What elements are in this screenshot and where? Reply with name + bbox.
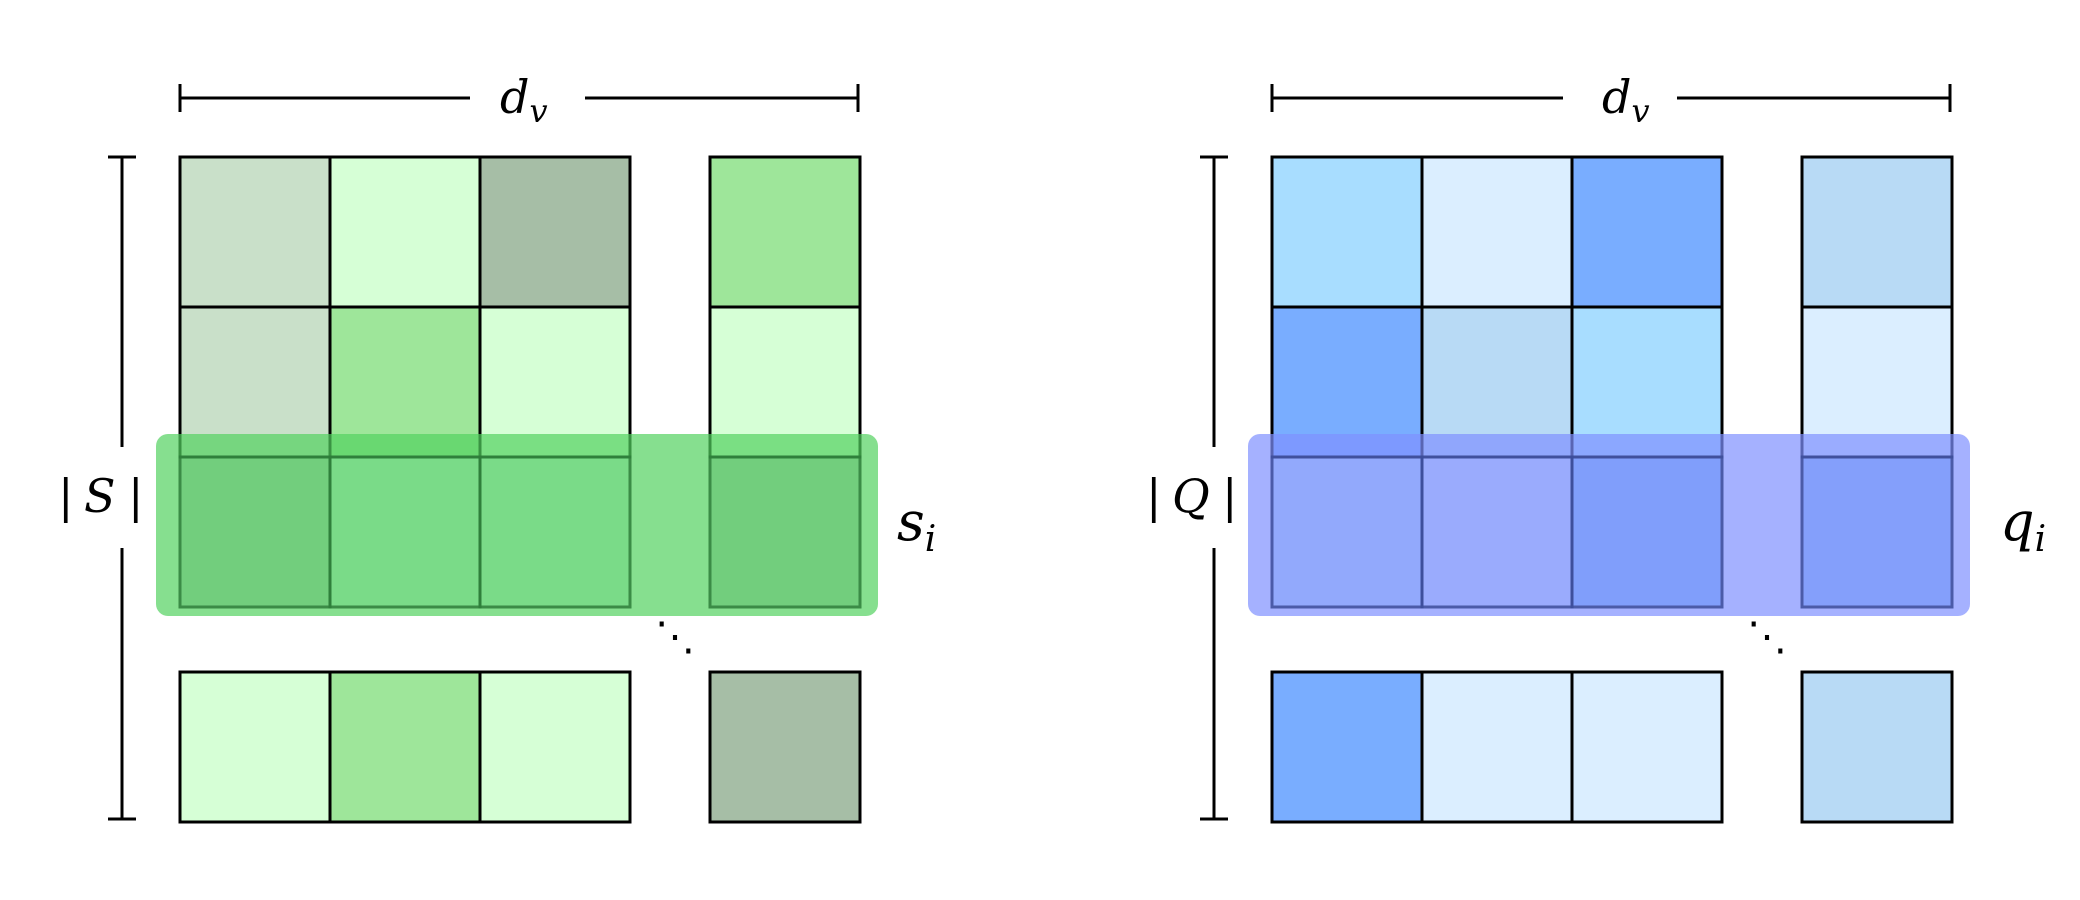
highlighted-row-cells [178,455,862,609]
support-matrix-panel: dv | S | ⋱ si [58,70,936,824]
matrix-cell [1420,670,1574,824]
matrix-cell [708,155,862,309]
height-label-bar-right: | [1222,469,1238,523]
matrix-cell [1270,455,1424,609]
highlighted-row-cells [1270,455,1954,609]
cell-grid [1270,155,1954,824]
matrix-cell [1570,455,1724,609]
matrix-cell [1270,305,1424,459]
ellipsis: ⋱ [1747,614,1787,660]
matrix-cell [478,305,632,459]
matrix-cell [178,155,332,309]
matrix-cell [328,305,482,459]
matrix-cell [708,670,862,824]
matrix-cell [478,155,632,309]
row-label: si [897,490,936,560]
matrix-cell [1800,670,1954,824]
height-label: Q [1172,469,1210,523]
matrix-cell [478,670,632,824]
matrix-cell [1570,670,1724,824]
matrix-cell [328,155,482,309]
width-dimension: dv [1270,70,1952,130]
row-label: qi [2000,490,2046,560]
width-label: dv [500,70,548,130]
matrix-cell [1420,455,1574,609]
matrix-cell [178,670,332,824]
cell-grid [178,155,862,824]
width-dimension: dv [178,70,860,130]
matrix-cell [1270,155,1424,309]
matrix-cell [1570,305,1724,459]
width-label: dv [1602,70,1650,130]
matrix-cell [1800,455,1954,609]
matrix-cell [328,670,482,824]
matrix-cell [328,455,482,609]
height-label-bar-left: | [1146,469,1162,523]
matrix-cell [178,455,332,609]
matrix-cell [708,455,862,609]
matrix-cell [1270,670,1424,824]
query-matrix-panel: dv | Q | ⋱ qi [1146,70,2046,824]
height-dimension: | S | [58,155,144,821]
matrix-cell [478,455,632,609]
matrix-cell [1570,155,1724,309]
height-label: S [84,469,116,523]
matrix-cell [1420,155,1574,309]
height-dimension: | Q | [1146,155,1238,821]
matrix-cell [1800,155,1954,309]
matrix-cell [708,305,862,459]
height-label-bar-right: | [128,469,144,523]
ellipsis: ⋱ [655,614,695,660]
height-label-bar-left: | [58,469,74,523]
matrix-cell [1800,305,1954,459]
